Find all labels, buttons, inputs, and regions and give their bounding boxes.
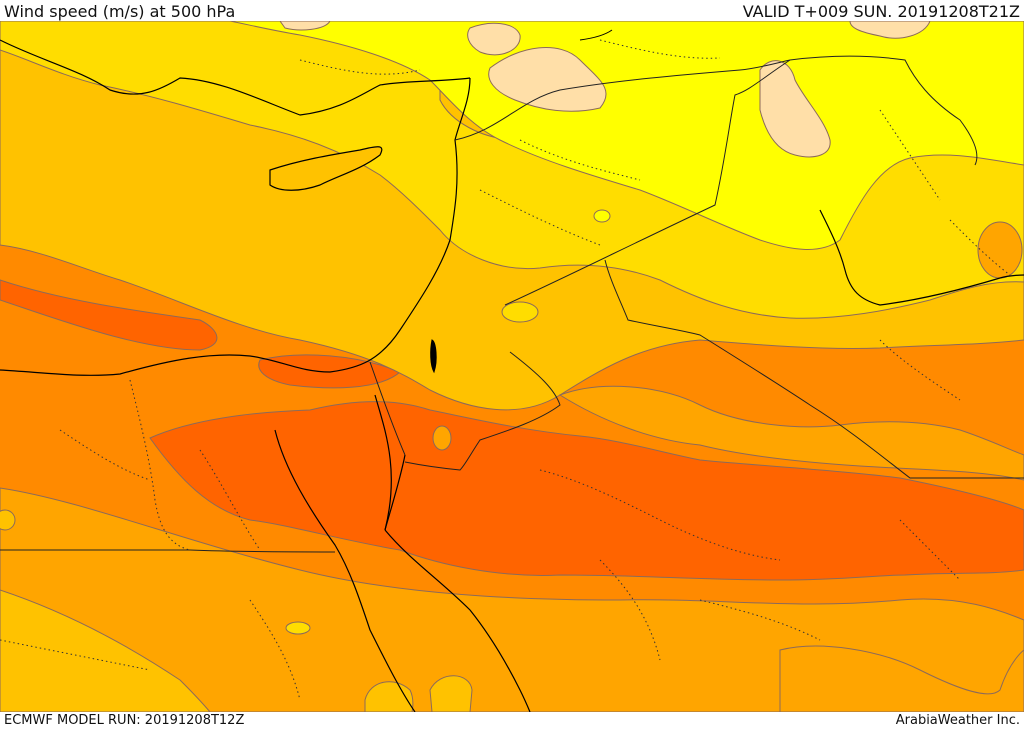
contour-islet-1 [593, 209, 611, 223]
dead-sea [430, 339, 437, 374]
border-syria-iraq [454, 59, 791, 141]
header-bar: Wind speed (m/s) at 500 hPa VALID T+009 … [0, 0, 1024, 21]
coastline-gulf [819, 209, 1024, 306]
valid-time-label: VALID T+009 SUN. 20191208T21Z [742, 2, 1020, 21]
coastline-red-sea [274, 429, 416, 712]
lake-urmia [579, 29, 613, 41]
patch-lightest-5 [849, 21, 931, 39]
map-title: Wind speed (m/s) at 500 hPa [4, 2, 236, 21]
border-egypt-israel [369, 361, 406, 456]
patch-orange-light-se [779, 645, 1024, 712]
dotted-boundaries [0, 39, 1011, 701]
border-iraq-jordan [504, 59, 791, 306]
border-jordan-saudi [404, 351, 561, 471]
contour-islet-2 [501, 301, 539, 323]
patch-lightest-4 [279, 21, 331, 31]
band-yellow [229, 21, 1024, 250]
map-canvas [0, 21, 1024, 712]
coastline-red-sea-east [384, 529, 531, 712]
wind-speed-map[interactable] [0, 21, 1024, 712]
band-orange-light-south [0, 487, 1024, 712]
coastline-levant [0, 77, 471, 376]
coastline-gulf-suez [374, 394, 392, 531]
contour-islet-4 [285, 621, 311, 635]
model-run-label: ECMWF MODEL RUN: 20191208T12Z [4, 713, 245, 728]
patch-lightest-3 [759, 60, 831, 158]
patch-orange-dark-nw [0, 279, 218, 351]
patch-orange-light-east [558, 385, 1024, 481]
contour-islet-3 [432, 425, 452, 451]
footer-bar: ECMWF MODEL RUN: 20191208T12Z ArabiaWeat… [0, 712, 1024, 729]
contour-islet-6 [977, 221, 1023, 279]
contour-islet-5 [0, 509, 16, 531]
border-saudi-north [604, 259, 1024, 479]
band-orange-dark-core [149, 401, 1024, 581]
coastline-anatolia [0, 39, 471, 116]
band-amber-south [0, 589, 211, 712]
border-egypt-sudan [0, 549, 336, 553]
border-east [789, 55, 978, 166]
coastline-cyprus [269, 146, 383, 191]
patch-lightest-1 [467, 22, 521, 56]
patch-lightest-2 [488, 47, 607, 112]
patch-amber-south-2 [429, 675, 473, 712]
credit-label: ArabiaWeather Inc. [895, 713, 1020, 728]
